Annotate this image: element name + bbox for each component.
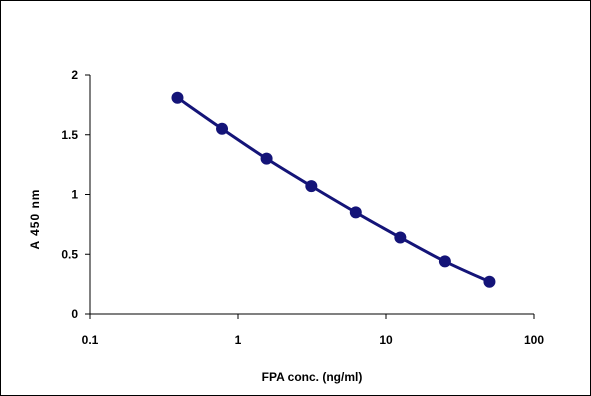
data-point bbox=[483, 275, 496, 288]
y-tick-label: 1 bbox=[71, 188, 78, 202]
x-tick-label: 100 bbox=[524, 333, 544, 347]
y-tick-label: 2 bbox=[71, 68, 78, 82]
y-tick-label: 0 bbox=[71, 307, 78, 321]
data-point bbox=[216, 122, 229, 135]
x-tick-label: 0.1 bbox=[82, 333, 99, 347]
data-point bbox=[438, 255, 451, 268]
y-axis-label: A 450 nm bbox=[28, 189, 42, 250]
x-tick-label: 1 bbox=[235, 333, 242, 347]
tick-group: 0 0.5 1 1.5 2 0.1 1 10 100 bbox=[61, 68, 544, 347]
data-point bbox=[260, 152, 273, 165]
y-tick-label: 0.5 bbox=[61, 247, 78, 261]
data-point bbox=[171, 91, 184, 104]
data-point bbox=[394, 231, 407, 244]
x-axis-label: FPA conc. (ng/ml) bbox=[262, 370, 363, 384]
data-point bbox=[305, 180, 318, 193]
x-tick-label: 10 bbox=[379, 333, 393, 347]
plot-area bbox=[171, 91, 496, 288]
axes bbox=[89, 75, 534, 315]
data-point bbox=[349, 206, 362, 219]
y-tick-label: 1.5 bbox=[61, 128, 78, 142]
